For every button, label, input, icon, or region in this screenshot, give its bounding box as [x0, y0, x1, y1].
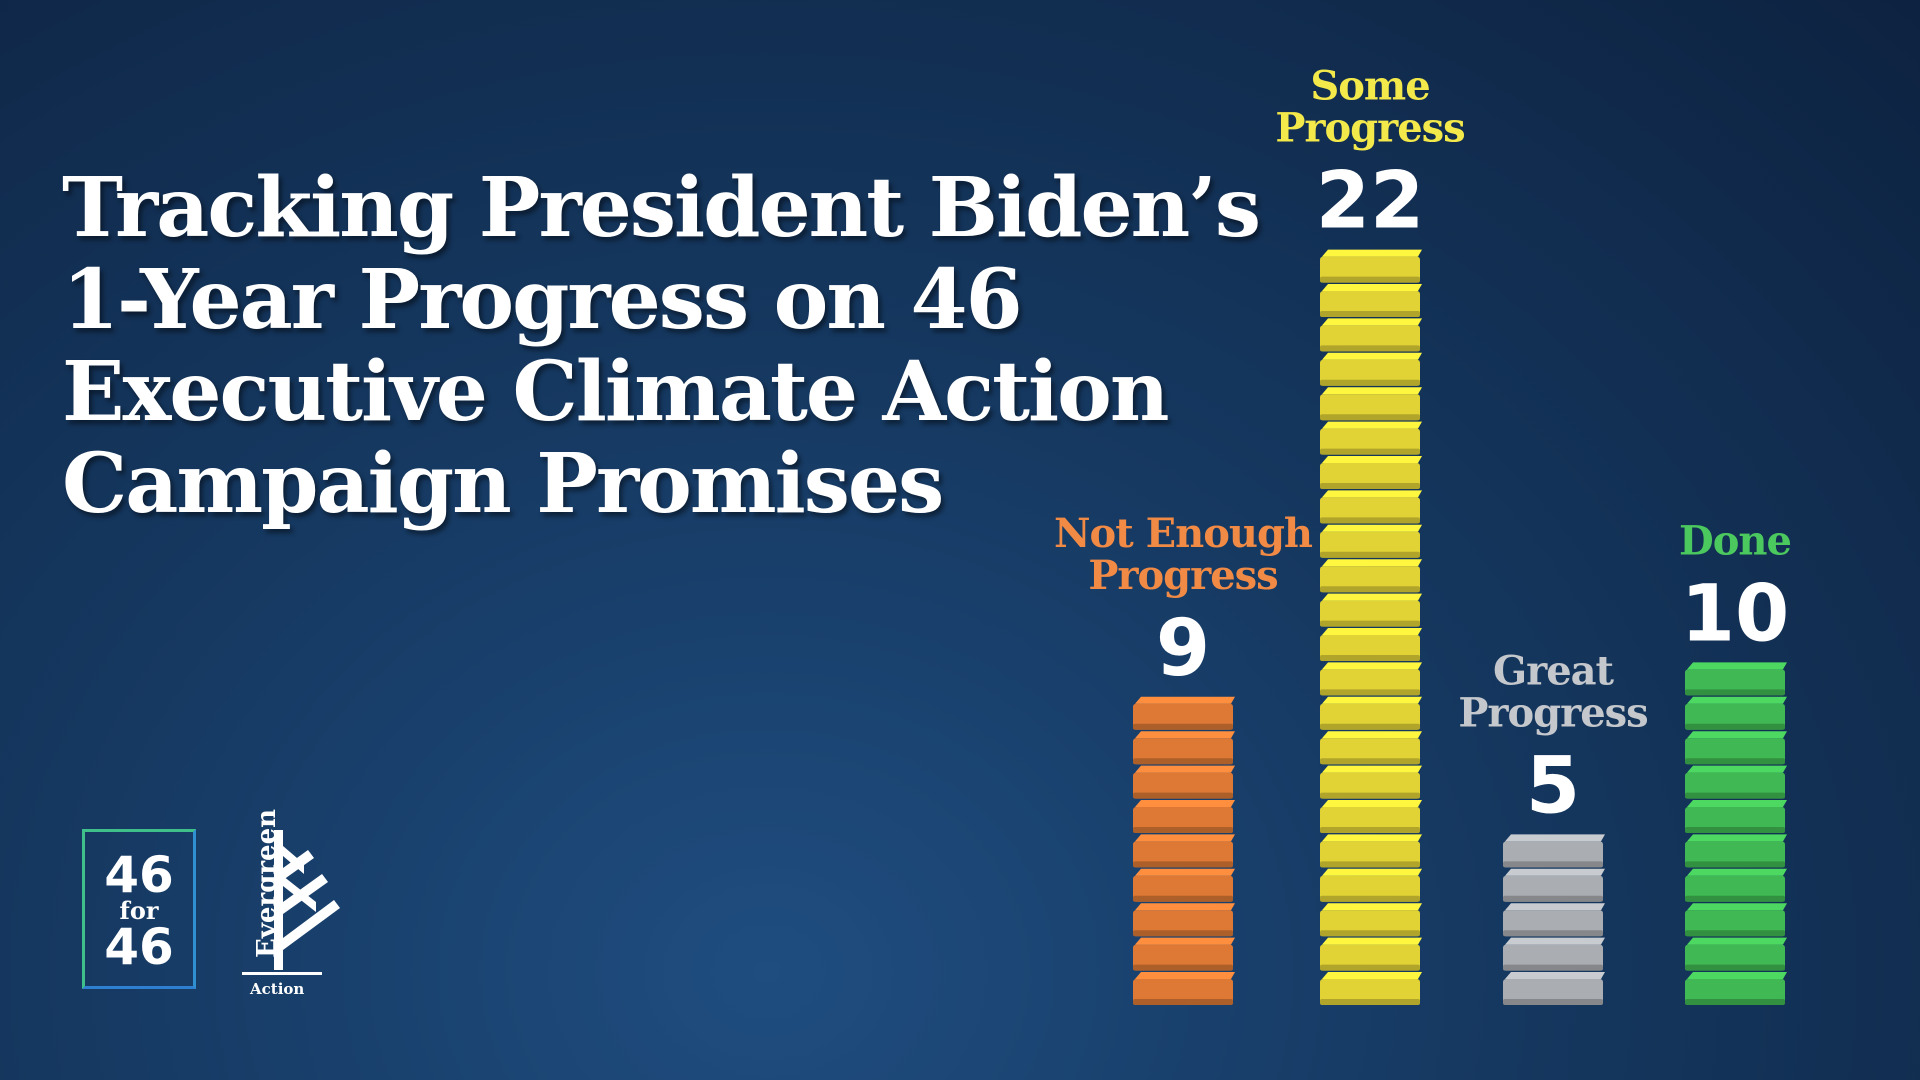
- bar-2-block: [1320, 662, 1422, 696]
- bar-2-block: [1320, 387, 1422, 421]
- bar-2-block: [1320, 490, 1422, 524]
- bar-4-block: [1685, 696, 1787, 730]
- bar-2-block: [1320, 903, 1422, 937]
- bar-1-block: [1133, 937, 1235, 971]
- bar-2-block: [1320, 868, 1422, 902]
- bar-2-block: [1320, 456, 1422, 489]
- bar-1-block: [1133, 800, 1235, 833]
- bar-4-category-label: Done: [1679, 517, 1791, 564]
- bar-2-category-label: Some: [1310, 63, 1429, 110]
- bar-3-category-label: Great: [1493, 647, 1615, 694]
- bar-4-block: [1685, 800, 1787, 833]
- bar-1-block: [1133, 765, 1235, 799]
- bar-2-block: [1320, 800, 1422, 833]
- action-wordmark: Action: [250, 980, 305, 998]
- bar-2-block: [1320, 421, 1422, 455]
- bar-2-block: [1320, 834, 1422, 868]
- bar-2-block: [1320, 524, 1422, 558]
- bar-3-block: [1503, 937, 1605, 971]
- bar-3: [1503, 834, 1605, 1005]
- bar-2-block: [1320, 731, 1422, 765]
- bar-2-block: [1320, 559, 1422, 593]
- bar-4-value-label: 10: [1681, 569, 1790, 659]
- bar-1-value-label: 9: [1156, 604, 1210, 694]
- logo-for-text: for: [119, 896, 159, 925]
- bar-2-block: [1320, 352, 1422, 386]
- bar-4-block: [1685, 731, 1787, 765]
- bar-2-block: [1320, 696, 1422, 730]
- bar-4-block: [1685, 972, 1787, 1005]
- logo-46-bottom-text: 46: [104, 918, 174, 976]
- bar-1-category-label: Progress: [1088, 552, 1277, 599]
- bar-1-block: [1133, 903, 1235, 937]
- chart-title: Tracking President Biden’s 1-Year Progre…: [62, 162, 1262, 530]
- bar-4: [1685, 662, 1787, 1005]
- bar-1-block: [1133, 868, 1235, 902]
- bar-3-block: [1503, 903, 1605, 937]
- title-line-1: Tracking President Biden’s: [62, 160, 1261, 256]
- bar-1-category-label: Not Enough: [1054, 510, 1313, 557]
- bar-1: [1133, 696, 1235, 1005]
- bar-3-value-label: 5: [1526, 741, 1580, 831]
- bar-4-block: [1685, 903, 1787, 937]
- title-line-2: 1-Year Progress on 46: [62, 252, 1023, 348]
- evergreen-action-logo: Evergreen Action: [238, 808, 348, 998]
- evergreen-tree-icon: [242, 830, 340, 975]
- bar-3-block: [1503, 834, 1605, 868]
- bar-2-category-label: Progress: [1275, 105, 1464, 152]
- bar-4-block: [1685, 868, 1787, 902]
- bar-2: [1320, 249, 1422, 1005]
- logo-46-top-text: 46: [104, 846, 174, 904]
- bar-4-block: [1685, 937, 1787, 971]
- bar-2-value-label: 22: [1316, 157, 1425, 247]
- bar-1-block: [1133, 696, 1235, 730]
- bar-2-block: [1320, 284, 1422, 317]
- bar-3-category-label: Progress: [1458, 689, 1647, 736]
- bar-2-block: [1320, 593, 1422, 627]
- bar-2-block: [1320, 249, 1422, 283]
- bar-2-block: [1320, 937, 1422, 971]
- evergreen-wordmark: Evergreen: [252, 808, 282, 958]
- bar-4-block: [1685, 765, 1787, 799]
- bar-1-block: [1133, 834, 1235, 868]
- title-line-4: Campaign Promises: [62, 436, 944, 532]
- bar-3-block: [1503, 972, 1605, 1005]
- bar-2-block: [1320, 628, 1422, 661]
- bar-1-block: [1133, 972, 1235, 1005]
- title-line-3: Executive Climate Action: [62, 344, 1169, 440]
- bar-2-block: [1320, 318, 1422, 352]
- bar-2-block: [1320, 765, 1422, 799]
- bar-4-block: [1685, 662, 1787, 696]
- bar-3-block: [1503, 868, 1605, 902]
- 46-for-46-logo: 46 for 46: [82, 829, 196, 989]
- bar-1-block: [1133, 731, 1235, 765]
- bar-2-block: [1320, 972, 1422, 1005]
- bar-4-block: [1685, 834, 1787, 868]
